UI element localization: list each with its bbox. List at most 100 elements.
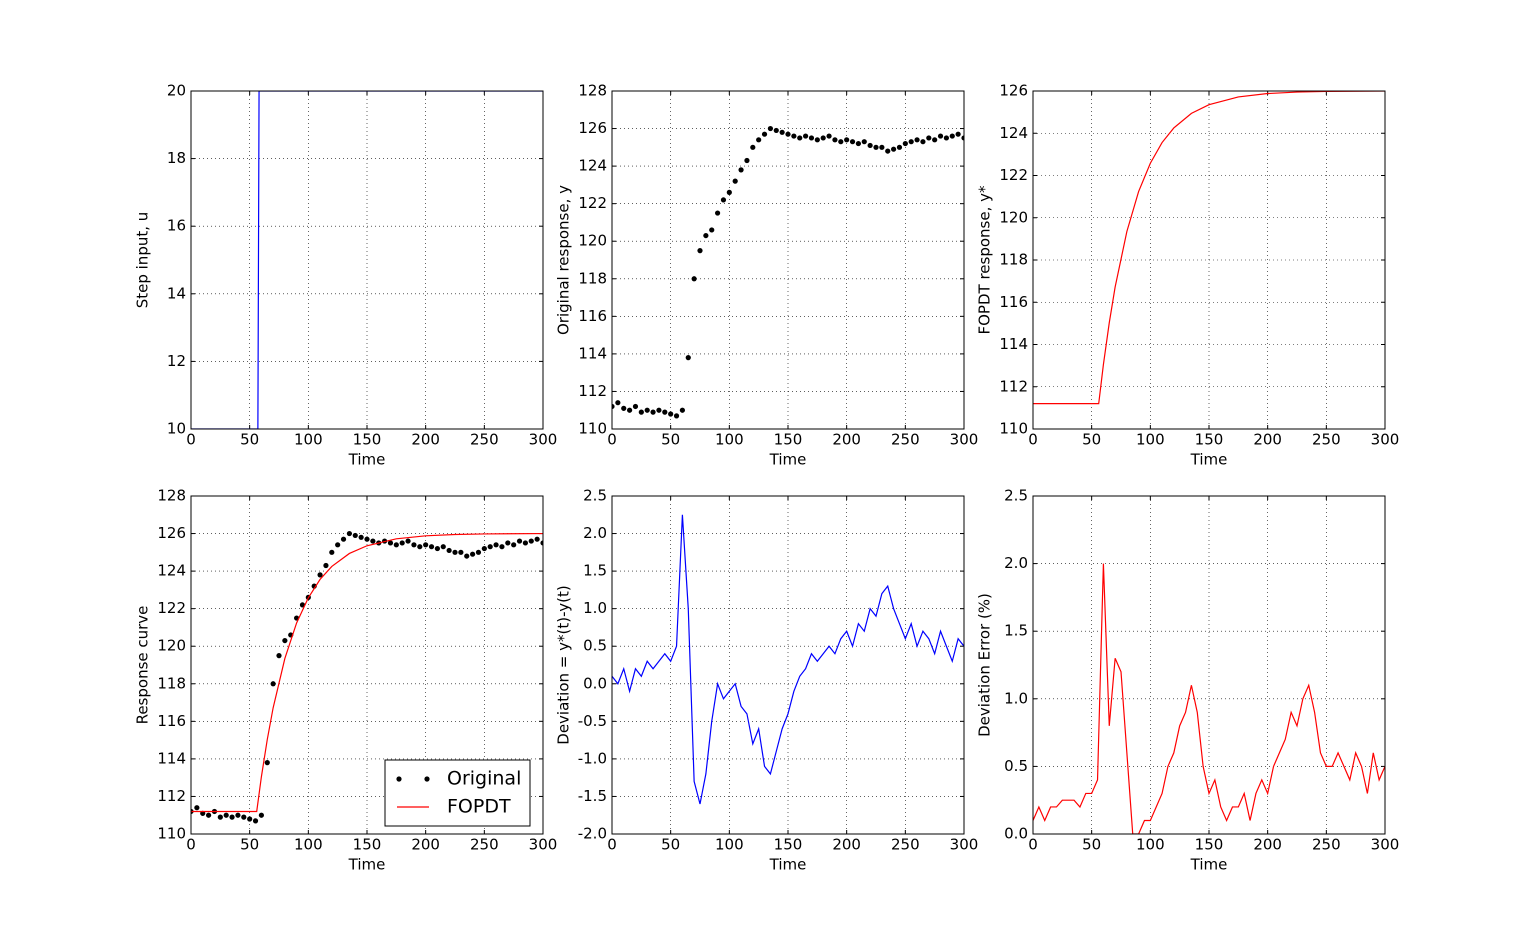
line — [191, 532, 543, 813]
point — [423, 542, 429, 548]
point — [528, 538, 534, 544]
point — [241, 814, 247, 820]
point — [446, 547, 452, 554]
x-tick-label: 200 — [1253, 431, 1282, 449]
x-tick-label: 0 — [607, 836, 617, 854]
point — [943, 135, 950, 141]
point — [902, 140, 908, 147]
y-axis-label: Deviation Error (%) — [976, 593, 994, 737]
y-axis-label: Deviation = y*(t)-y(t) — [555, 585, 573, 744]
y-tick-label: 114 — [578, 344, 607, 362]
point — [838, 139, 844, 145]
point — [697, 248, 703, 254]
x-tick-label: 50 — [1082, 431, 1101, 449]
y-axis-label: Response curve — [134, 606, 152, 725]
point — [364, 536, 370, 542]
point — [329, 549, 335, 555]
x-tick-label: 200 — [832, 431, 861, 449]
point — [732, 178, 738, 184]
point — [638, 409, 644, 415]
axes-frame — [190, 495, 544, 835]
point — [387, 540, 394, 546]
x-tick-label: 150 — [353, 836, 382, 854]
y-tick-label: 120 — [157, 637, 186, 655]
point — [820, 135, 826, 141]
point — [703, 232, 709, 239]
point — [715, 210, 721, 216]
point — [282, 637, 288, 644]
y-tick-label: 2.0 — [1004, 554, 1028, 572]
y-tick-label: 1.0 — [583, 599, 607, 617]
x-tick-label: 300 — [529, 836, 558, 854]
x-tick-label: 50 — [240, 431, 259, 449]
x-tick-label: 200 — [1253, 836, 1282, 854]
y-tick-label: 112 — [157, 787, 186, 805]
y-tick-label: 114 — [999, 335, 1028, 353]
point — [258, 812, 264, 818]
point — [352, 532, 358, 539]
point — [440, 544, 446, 550]
subplot: 0 50 100 150 200 250 300 -2.0 -1.5 -1.0 -0.5 0.0 0.5… — [555, 487, 979, 874]
point — [487, 544, 493, 550]
point — [399, 540, 405, 546]
point — [464, 553, 470, 559]
point — [814, 137, 820, 143]
y-tick-label: 112 — [578, 382, 607, 400]
point — [920, 139, 926, 145]
point — [896, 144, 903, 150]
point — [756, 137, 762, 143]
point — [709, 227, 715, 233]
point — [791, 133, 797, 139]
x-tick-label: 250 — [891, 431, 920, 449]
point — [644, 407, 650, 413]
point — [738, 167, 744, 173]
y-tick-label: 2.0 — [583, 524, 607, 542]
y-tick-label: -0.5 — [578, 712, 607, 730]
axes-frame — [1032, 90, 1386, 430]
point — [493, 542, 499, 548]
x-axis-label: Time — [348, 856, 386, 874]
point — [206, 812, 212, 818]
point — [235, 812, 241, 818]
y-tick-label: 126 — [999, 82, 1028, 100]
point — [785, 131, 791, 137]
point — [949, 133, 955, 139]
y-tick-label: 0.0 — [583, 674, 607, 692]
point — [937, 133, 944, 139]
x-tick-label: 200 — [832, 836, 861, 854]
point — [621, 405, 627, 411]
point — [323, 562, 329, 569]
point — [873, 144, 879, 150]
plot-area — [191, 91, 543, 429]
x-tick-label: 0 — [186, 836, 196, 854]
x-tick-label: 100 — [715, 431, 744, 449]
point — [615, 400, 621, 406]
point — [505, 540, 511, 546]
y-tick-label: 2.5 — [583, 487, 607, 505]
point — [926, 135, 932, 141]
legend-marker — [396, 776, 402, 782]
x-tick-label: 50 — [661, 431, 680, 449]
point — [499, 544, 505, 550]
y-tick-label: 122 — [157, 599, 186, 617]
point — [726, 189, 732, 195]
y-tick-label: 10 — [167, 420, 186, 438]
y-tick-label: 20 — [167, 82, 186, 100]
plot-area — [612, 514, 964, 805]
y-tick-label: 14 — [167, 284, 186, 302]
x-tick-label: 50 — [661, 836, 680, 854]
y-tick-label: 128 — [578, 82, 607, 100]
y-tick-label: 116 — [999, 293, 1028, 311]
y-axis-label: Step input, u — [134, 212, 152, 309]
subplot: 0 50 100 150 200 250 300 10 12 14 16 18 20 Time Step i… — [134, 82, 558, 469]
y-tick-label: 18 — [167, 149, 186, 167]
point — [346, 530, 352, 537]
legend-box — [384, 759, 531, 827]
point — [276, 653, 282, 659]
x-tick-label: 100 — [1136, 836, 1165, 854]
point — [452, 549, 458, 555]
y-tick-label: 124 — [999, 124, 1028, 142]
point — [264, 760, 270, 766]
